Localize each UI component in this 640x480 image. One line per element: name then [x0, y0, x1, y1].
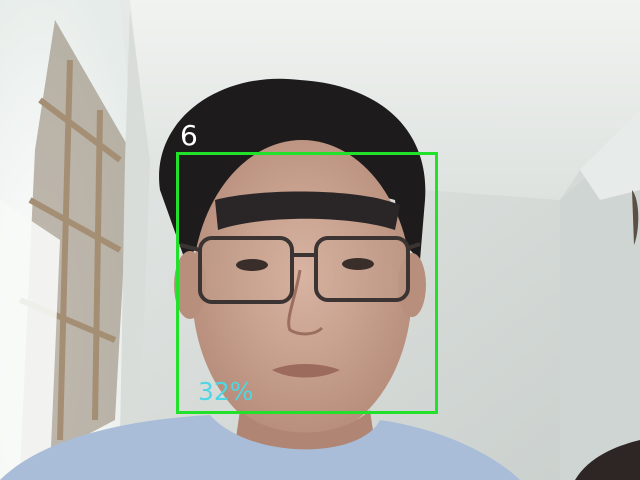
- face-detection-box: [176, 152, 438, 414]
- face-track-id: 6: [180, 119, 198, 152]
- detection-confidence: 32%: [198, 377, 254, 406]
